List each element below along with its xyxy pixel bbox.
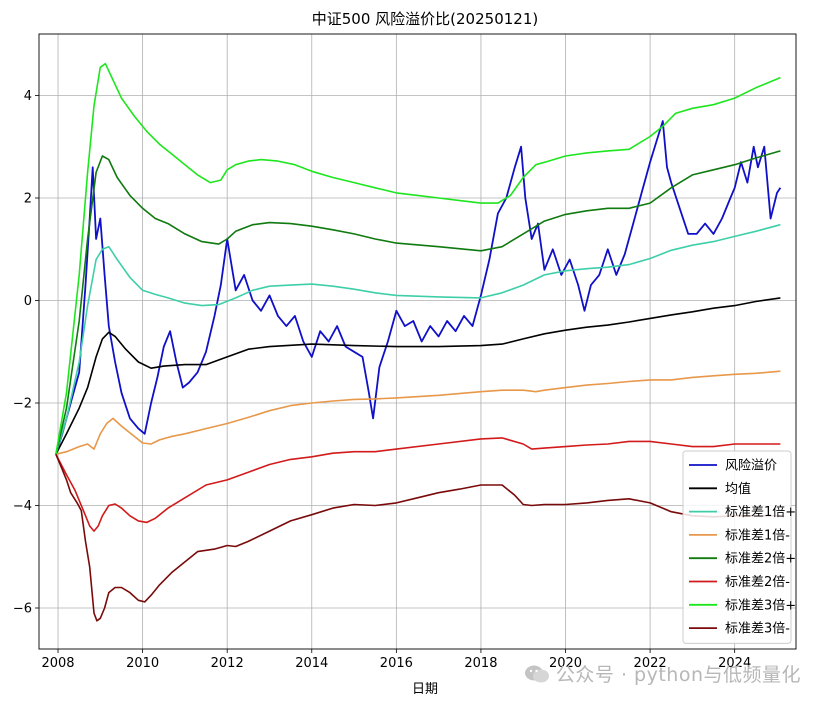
legend-label: 标准差3倍+: [725, 598, 796, 613]
legend-label: 标准差2倍-: [725, 575, 790, 590]
series-line-6: [55, 62, 781, 455]
x-tick-label: 2008: [41, 656, 74, 671]
x-tick-label: 2016: [380, 656, 413, 671]
series-line-7: [55, 453, 781, 622]
x-tick-label: 2024: [718, 656, 751, 671]
y-tick-label: −6: [13, 602, 32, 617]
series-lines: [55, 62, 782, 622]
x-tick-label: 2010: [126, 656, 159, 671]
legend-label: 标准差1倍+: [725, 505, 796, 520]
x-tick-label: 2020: [549, 656, 582, 671]
axis-ticks: 2008 2010 2012 2014 2016 2018 2020 2022 2024 −6 −4…: [13, 89, 751, 671]
grid-lines: [39, 34, 796, 649]
y-tick-label: −4: [13, 499, 32, 514]
legend-label: 均值: [725, 481, 751, 497]
plot-frame: [38, 33, 797, 650]
x-tick-label: 2012: [211, 656, 244, 671]
legend-box: [682, 450, 792, 644]
y-tick-label: 4: [24, 89, 32, 104]
wechat-icon: [524, 665, 549, 683]
x-tick-label: 2018: [464, 656, 497, 671]
legend-label: 风险溢价: [725, 459, 777, 474]
y-tick-label: −2: [13, 397, 32, 412]
series-line-5: [55, 437, 781, 532]
legend-label: 标准差3倍-: [725, 622, 790, 637]
watermark: 公众号 · python与低频量化: [524, 660, 801, 687]
legend-label: 标准差2倍+: [725, 552, 796, 567]
axes-frame: [38, 33, 797, 650]
x-tick-label: 2022: [634, 656, 667, 671]
series-line-3: [55, 370, 781, 456]
y-tick-label: 2: [24, 192, 32, 207]
series-line-0: [55, 120, 782, 455]
chart-title: 中证500 风险溢价比(20250121): [312, 10, 538, 28]
y-tick-label: 0: [24, 294, 32, 309]
legend-label: 标准差1倍-: [725, 528, 790, 543]
series-line-2: [55, 223, 781, 455]
series-line-1: [55, 297, 781, 455]
watermark-text: 公众号 · python与低频量化: [555, 664, 801, 686]
series-line-4: [55, 150, 781, 455]
x-axis-label: 日期: [412, 682, 438, 697]
x-tick-label: 2014: [295, 656, 328, 671]
